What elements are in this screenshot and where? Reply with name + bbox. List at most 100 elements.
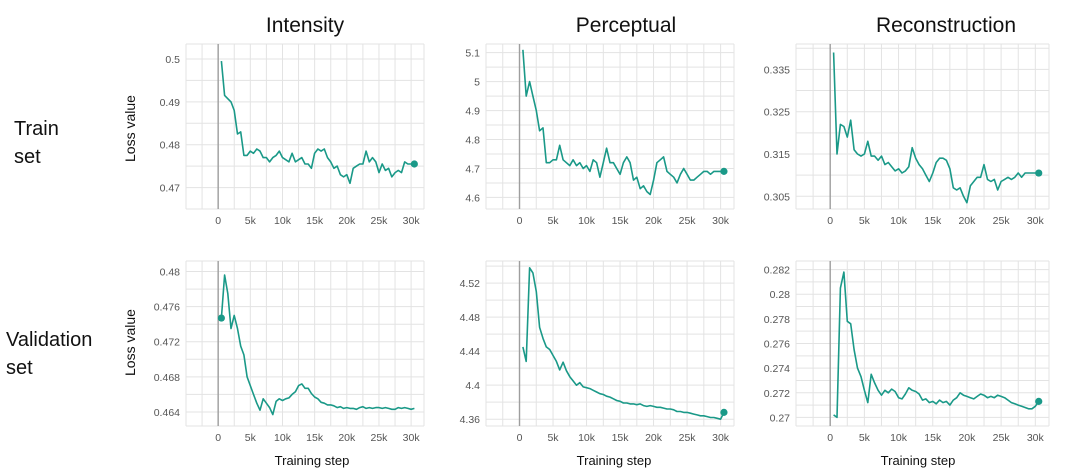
- x-tick-label: 25k: [371, 432, 389, 444]
- x-tick-label: 0: [215, 215, 221, 227]
- x-tick-label: 5k: [859, 432, 871, 444]
- x-tick-label: 15k: [924, 215, 942, 227]
- series-end-marker: [410, 160, 418, 168]
- series-line: [833, 271, 1040, 419]
- y-tick-label: 0.48: [160, 267, 181, 279]
- y-tick-label: 0.27: [770, 412, 791, 424]
- series-end-marker: [720, 167, 728, 175]
- x-tick-label: 5k: [547, 432, 559, 444]
- y-axis-label-validation: Loss value: [122, 309, 138, 376]
- x-tick-label: 20k: [645, 432, 663, 444]
- series-line: [522, 267, 725, 420]
- y-tick-label: 0.464: [154, 407, 180, 419]
- chart-panel-validation-perceptual: 0 5k 10k 15k 20k 25k 30k 4.36 4.4 4.44 4.48 4.52: [460, 260, 735, 444]
- y-tick-label: 5.1: [465, 48, 480, 60]
- column-title-perceptual: Perceptual: [575, 14, 677, 37]
- chart-panel-train-perceptual: 0 5k 10k 15k 20k 25k 30k 4.6 4.7 4.8 4.9 5 5.1: [465, 43, 735, 227]
- series-line: [220, 61, 415, 185]
- y-tick-label: 4.7: [465, 163, 480, 175]
- y-tick-label: 0.48: [160, 140, 181, 152]
- x-tick-label: 10k: [274, 432, 292, 444]
- x-tick-label: 20k: [338, 432, 356, 444]
- x-tick-label: 30k: [1027, 432, 1045, 444]
- x-tick-label: 0: [215, 432, 221, 444]
- y-tick-label: 0.325: [764, 107, 790, 119]
- row-label-validation: Validation set: [6, 329, 93, 379]
- x-tick-label: 25k: [679, 432, 697, 444]
- x-tick-label: 10k: [890, 215, 908, 227]
- chart-panel-validation-reconstruction: 0 5k 10k 15k 20k 25k 30k 0.27 0.272 0.274 0.276 0.2…: [764, 260, 1050, 444]
- x-tick-label: 0: [827, 215, 833, 227]
- x-tick-label: 15k: [612, 215, 630, 227]
- x-tick-label: 20k: [958, 432, 976, 444]
- y-tick-label: 0.49: [160, 97, 181, 109]
- y-tick-label: 4.6: [465, 192, 480, 204]
- y-tick-label: 0.282: [764, 265, 790, 277]
- y-tick-label: 0.335: [764, 64, 790, 76]
- series-end-marker: [720, 408, 728, 416]
- x-tick-label: 20k: [958, 215, 976, 227]
- x-tick-label: 10k: [578, 215, 596, 227]
- y-tick-label: 4.52: [460, 278, 481, 290]
- chart-panel-train-intensity: 0 5k 10k 15k 20k 25k 30k 0.47 0.48 0.49 0.5: [160, 43, 425, 227]
- x-tick-label: 25k: [993, 215, 1011, 227]
- x-tick-label: 30k: [1027, 215, 1045, 227]
- chart-panel-validation-intensity: 0 5k 10k 15k 20k 25k 30k 0.464 0.468 0.472 0.476 0.…: [154, 260, 425, 444]
- series-line: [220, 274, 415, 416]
- chart-panel-train-reconstruction: 0 5k 10k 15k 20k 25k 30k 0.305 0.315 0.325 0.335: [764, 43, 1050, 227]
- series-line: [832, 52, 1039, 204]
- x-axis-label-intensity: Training step: [274, 453, 350, 468]
- y-tick-label: 5: [474, 77, 480, 89]
- y-tick-label: 0.47: [160, 183, 181, 195]
- x-tick-label: 15k: [924, 432, 942, 444]
- x-tick-label: 25k: [679, 215, 697, 227]
- series-line: [522, 49, 724, 196]
- y-tick-label: 4.8: [465, 135, 480, 147]
- y-tick-label: 4.48: [460, 312, 481, 324]
- y-tick-label: 0.272: [764, 388, 790, 400]
- series-start-marker: [217, 314, 225, 322]
- x-tick-label: 15k: [612, 432, 630, 444]
- x-tick-label: 15k: [306, 432, 324, 444]
- y-tick-label: 4.44: [460, 346, 481, 358]
- x-tick-label: 10k: [578, 432, 596, 444]
- column-title-intensity: Intensity: [265, 14, 345, 37]
- y-axis-label-train: Loss value: [122, 95, 138, 162]
- x-tick-label: 0: [827, 432, 833, 444]
- y-tick-label: 0.278: [764, 314, 790, 326]
- x-tick-label: 30k: [712, 432, 730, 444]
- x-tick-label: 30k: [403, 432, 421, 444]
- x-tick-label: 25k: [993, 432, 1011, 444]
- x-tick-label: 30k: [712, 215, 730, 227]
- y-tick-label: 0.28: [770, 289, 791, 301]
- x-axis-label-reconstruction: Training step: [880, 453, 956, 468]
- x-tick-label: 0: [517, 432, 523, 444]
- x-tick-label: 15k: [306, 215, 324, 227]
- x-tick-label: 5k: [859, 215, 871, 227]
- series-end-marker: [1035, 397, 1043, 405]
- x-tick-label: 5k: [245, 432, 257, 444]
- x-tick-label: 5k: [245, 215, 257, 227]
- x-tick-label: 10k: [274, 215, 292, 227]
- y-tick-label: 4.9: [465, 106, 480, 118]
- y-tick-label: 0.476: [154, 302, 180, 314]
- x-tick-label: 20k: [645, 215, 663, 227]
- x-tick-label: 10k: [890, 432, 908, 444]
- x-tick-label: 30k: [403, 215, 421, 227]
- y-tick-label: 0.468: [154, 372, 180, 384]
- column-title-reconstruction: Reconstruction: [875, 14, 1017, 37]
- y-tick-label: 0.276: [764, 339, 790, 351]
- series-end-marker: [1035, 169, 1043, 177]
- y-tick-label: 4.36: [460, 414, 481, 426]
- x-tick-label: 25k: [371, 215, 389, 227]
- y-tick-label: 0.315: [764, 149, 790, 161]
- row-label-train: Train set: [14, 118, 59, 168]
- x-axis-label-perceptual: Training step: [576, 453, 652, 468]
- y-tick-label: 0.5: [165, 54, 180, 66]
- y-tick-label: 0.305: [764, 191, 790, 203]
- x-tick-label: 5k: [547, 215, 559, 227]
- y-tick-label: 0.472: [154, 337, 180, 349]
- y-tick-label: 0.274: [764, 363, 790, 375]
- x-tick-label: 0: [517, 215, 523, 227]
- x-tick-label: 20k: [338, 215, 356, 227]
